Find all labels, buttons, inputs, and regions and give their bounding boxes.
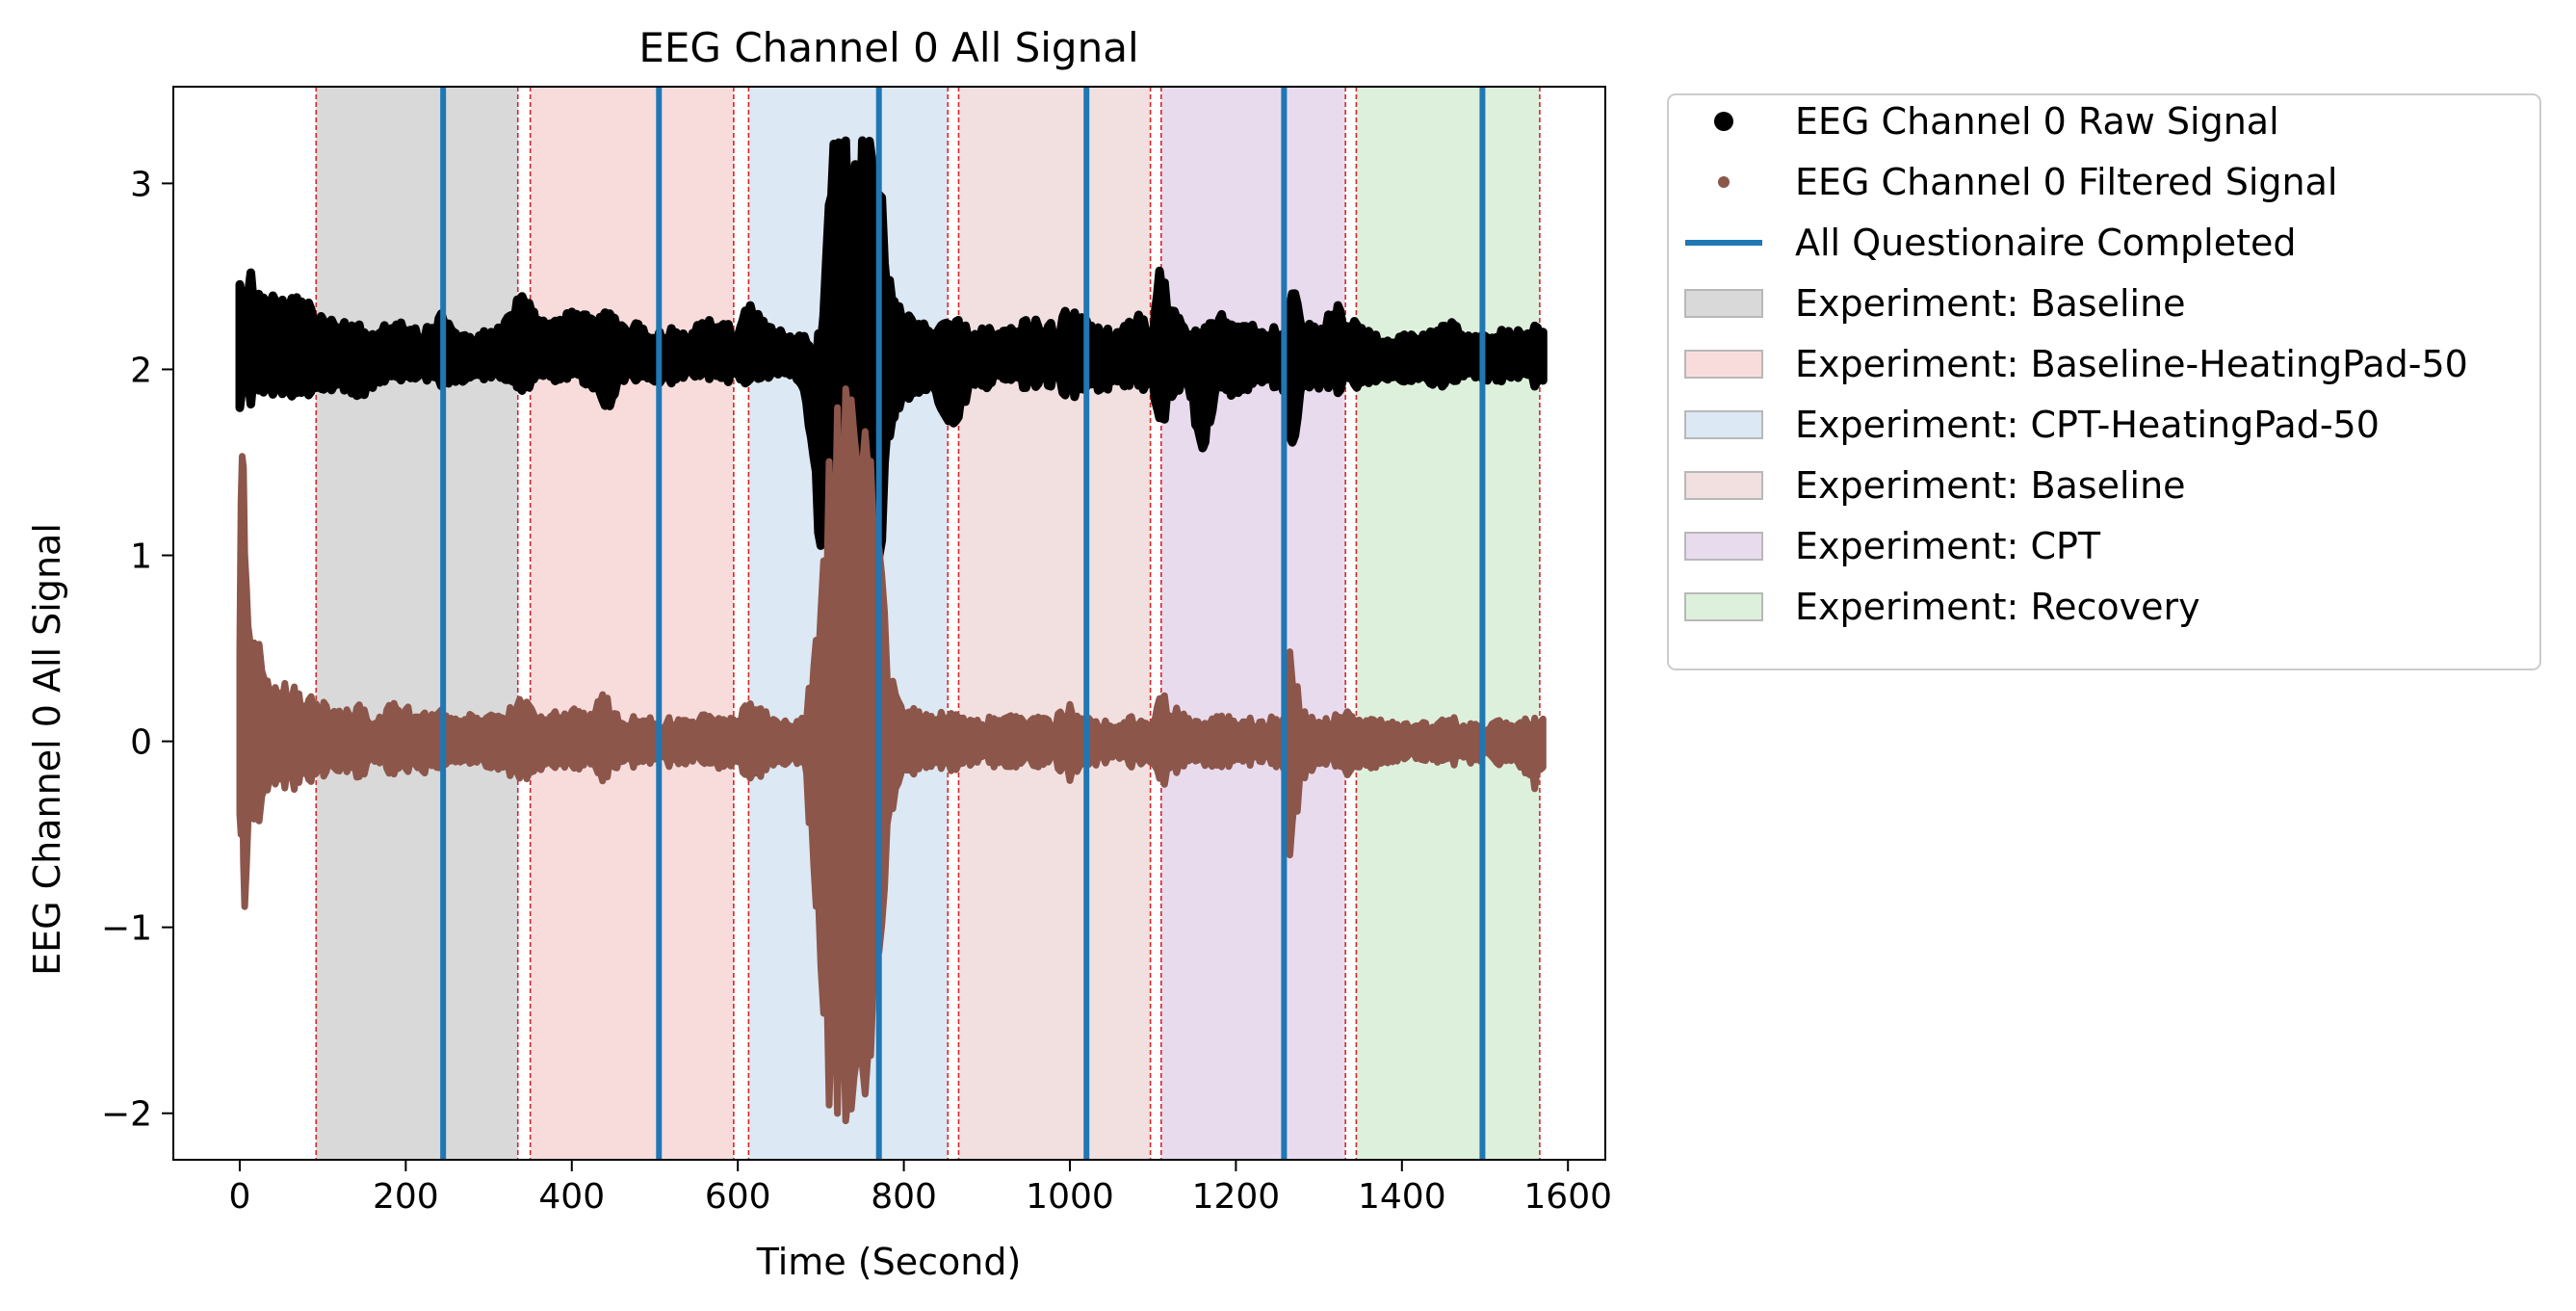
plot-area	[235, 87, 1548, 1160]
x-tick-label: 1400	[1358, 1177, 1446, 1217]
legend-label: Experiment: Recovery	[1795, 586, 2200, 628]
x-axis-label: Time (Second)	[756, 1241, 1022, 1283]
legend-label: All Questionaire Completed	[1795, 222, 2297, 264]
x-tick-label: 0	[229, 1177, 251, 1217]
legend-label: Experiment: CPT-HeatingPad-50	[1795, 404, 2380, 446]
legend-box	[1667, 93, 2541, 670]
region-1	[316, 87, 518, 1160]
legend-marker-patch	[1684, 410, 1763, 439]
y-tick-label: 2	[130, 351, 152, 390]
region-4	[958, 87, 1151, 1160]
series-filtered-signal	[236, 385, 1547, 1125]
series-raw-signal	[235, 136, 1548, 613]
legend-item: Experiment: CPT-HeatingPad-50	[1684, 404, 2380, 446]
legend-item: Experiment: Recovery	[1684, 586, 2200, 628]
legend-marker-patch	[1684, 471, 1763, 500]
legend-item: Experiment: Baseline-HeatingPad-50	[1684, 343, 2468, 385]
legend-item: Experiment: Baseline	[1684, 282, 2186, 325]
x-tick-label: 1000	[1026, 1177, 1114, 1217]
region-5	[1160, 87, 1346, 1160]
legend-item: Experiment: Baseline	[1684, 464, 2186, 507]
x-tick-label: 1600	[1523, 1177, 1612, 1217]
y-tick-label: 1	[130, 538, 152, 577]
region-6	[1356, 87, 1540, 1160]
axes: 0 200 400 600 800 1000 1200 1400 1600 −2 −1 0 1 2 3	[101, 86, 1612, 1217]
legend-marker-patch	[1684, 289, 1763, 318]
y-axis-label: EEG Channel 0 All Signal	[26, 523, 68, 976]
x-tick-label: 600	[705, 1177, 771, 1217]
legend-label: Experiment: Baseline-HeatingPad-50	[1795, 343, 2468, 385]
plot-content	[235, 87, 1548, 1160]
legend-label: Experiment: Baseline	[1795, 282, 2186, 325]
x-tick-label: 800	[871, 1177, 937, 1217]
region-2	[530, 87, 734, 1160]
legend-marker-filtered	[1718, 176, 1730, 188]
legend-marker-patch	[1684, 592, 1763, 621]
legend-marker-raw	[1714, 112, 1733, 131]
legend-label: EEG Channel 0 Filtered Signal	[1795, 161, 2337, 203]
legend-label: Experiment: CPT	[1795, 525, 2101, 567]
x-tick-label: 400	[538, 1177, 605, 1217]
x-tick-label: 200	[373, 1177, 439, 1217]
y-tick-label: 3	[130, 165, 152, 204]
legend-marker-patch	[1684, 532, 1763, 561]
legend: EEG Channel 0 Raw Signal EEG Channel 0 Fi…	[1667, 93, 2541, 670]
legend-label: Experiment: Baseline	[1795, 464, 2186, 507]
legend-item: EEG Channel 0 Raw Signal	[1714, 100, 2279, 143]
y-tick-label: 0	[130, 723, 152, 763]
legend-item: Experiment: CPT	[1684, 525, 2101, 567]
legend-item: EEG Channel 0 Filtered Signal	[1718, 161, 2337, 203]
legend-label: EEG Channel 0 Raw Signal	[1795, 100, 2279, 143]
legend-marker-patch	[1684, 350, 1763, 379]
axes-frame	[172, 86, 1606, 1161]
legend-item: All Questionaire Completed	[1685, 222, 2297, 264]
y-tick-label: −2	[101, 1095, 152, 1135]
x-tick-label: 1200	[1192, 1177, 1281, 1217]
y-tick-label: −1	[101, 909, 152, 949]
chart-title: EEG Channel 0 All Signal	[638, 24, 1138, 71]
